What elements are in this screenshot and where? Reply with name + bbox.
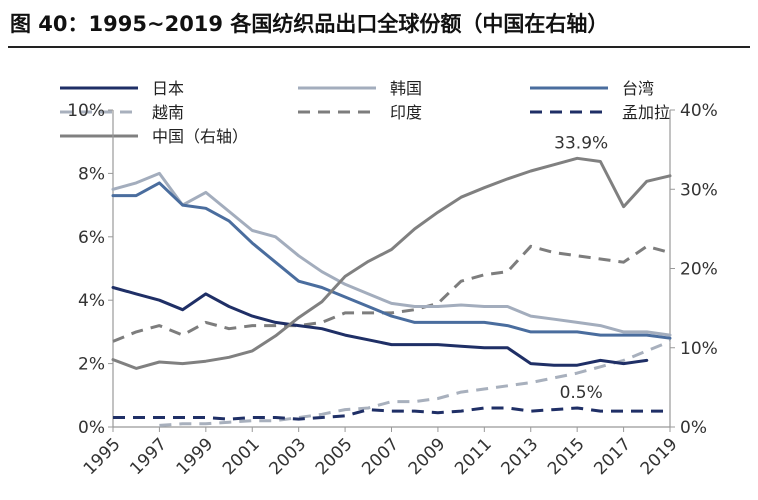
left-y-tick-label: 2% (78, 355, 105, 375)
chart-title: 图 40：1995~2019 各国纺织品出口全球份额（中国在右轴） (10, 12, 609, 36)
data-label-孟加拉: 0.5% (560, 383, 603, 403)
series-line-台湾 (111, 181, 672, 340)
legend-label-日本: 日本 (152, 79, 184, 98)
series-lines (111, 156, 672, 427)
x-tick-label: 1995 (80, 434, 125, 479)
x-tick-label: 2019 (637, 434, 682, 479)
axes: 0%2%4%6%8%10%0%10%20%30%40%1995 1997 1999 2… (67, 101, 718, 479)
right-y-tick-label: 30% (680, 180, 718, 200)
x-tick-label: 2005 (312, 434, 357, 479)
series-line-孟加拉 (113, 406, 670, 421)
legend-label-台湾: 台湾 (622, 79, 654, 98)
series-line-越南 (159, 340, 671, 427)
series-line-韩国 (111, 171, 672, 337)
x-tick-label: 2007 (358, 434, 403, 479)
x-tick-label: 2011 (451, 434, 496, 479)
legend-label-孟加拉: 孟加拉 (622, 103, 670, 122)
left-y-tick-label: 4% (78, 291, 105, 311)
x-tick-label: 2009 (405, 434, 450, 479)
right-y-tick-label: 0% (680, 418, 707, 438)
x-tick-label: 2015 (544, 434, 589, 479)
right-y-tick-label: 40% (680, 101, 718, 121)
x-tick-label: 1999 (173, 434, 218, 479)
x-tick-label: 2017 (590, 434, 635, 479)
title-underline (8, 46, 750, 48)
right-y-tick-label: 20% (680, 260, 718, 280)
x-tick-label: 2013 (498, 434, 543, 479)
legend-label-韩国: 韩国 (390, 79, 422, 98)
right-y-tick-label: 10% (680, 339, 718, 359)
left-y-tick-label: 0% (78, 418, 105, 438)
x-tick-label: 1997 (126, 434, 171, 479)
x-tick-label: 2001 (219, 434, 264, 479)
left-y-tick-label: 8% (78, 164, 105, 184)
left-y-tick-label: 6% (78, 228, 105, 248)
data-label-中国（右轴）: 33.9% (554, 133, 608, 153)
x-tick-label: 2003 (265, 434, 310, 479)
series-line-日本 (111, 286, 649, 367)
left-y-tick-label: 10% (67, 101, 105, 121)
legend-label-印度: 印度 (390, 103, 422, 122)
annotations: 33.9% 0.5% (554, 133, 608, 403)
legend-label-中国（右轴）: 中国（右轴） (152, 127, 248, 146)
series-line-中国（右轴） (111, 156, 672, 370)
legend-label-越南: 越南 (152, 103, 184, 122)
series-line-印度 (112, 244, 671, 343)
